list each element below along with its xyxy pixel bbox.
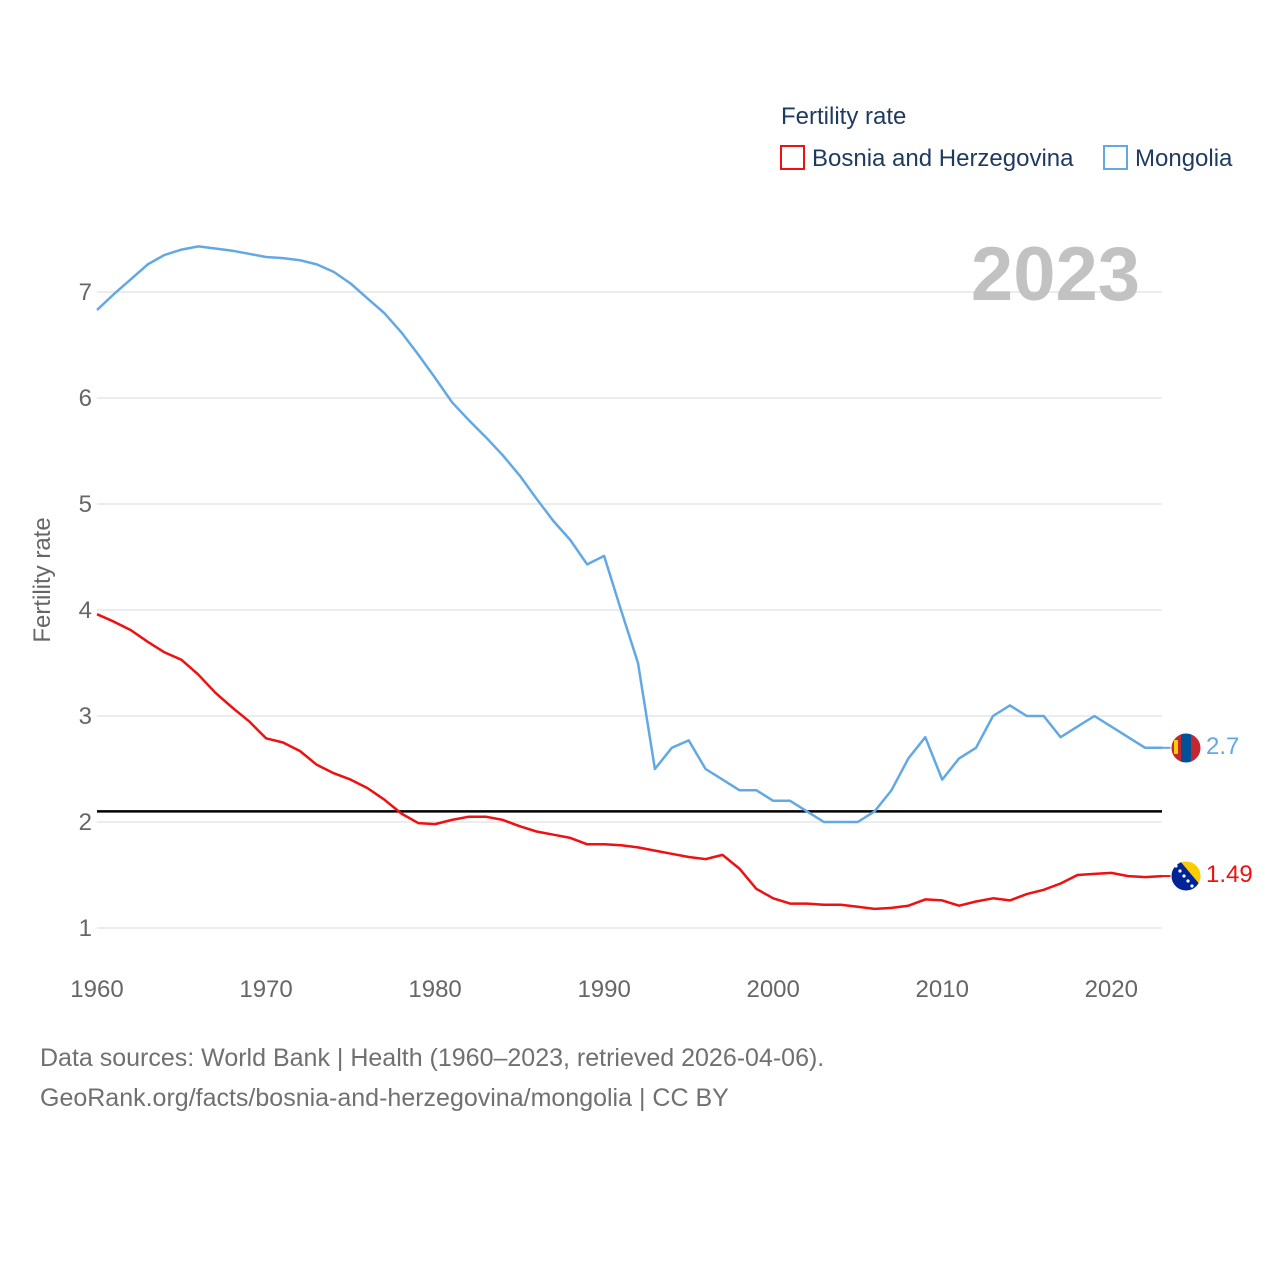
series-line-mongolia — [96, 245, 1162, 824]
x-tick-label: 2000 — [746, 976, 799, 1003]
y-tick-label: 1 — [79, 915, 92, 942]
x-tick-label: 1990 — [577, 976, 630, 1003]
y-tick-label: 2 — [79, 809, 92, 836]
x-tick-label: 2020 — [1085, 976, 1138, 1003]
legend-swatch-mongolia — [1103, 145, 1128, 170]
y-tick-label: 6 — [79, 385, 92, 412]
legend-item-mongolia[interactable]: Mongolia — [1103, 145, 1233, 172]
legend-label-mongolia: Mongolia — [1135, 145, 1233, 172]
x-tick-label: 1960 — [70, 976, 123, 1003]
y-tick-label: 3 — [79, 703, 92, 730]
legend: Fertility rate Bosnia and Herzegovina Mo… — [780, 103, 1233, 172]
grid-lines — [97, 291, 1162, 929]
source-link[interactable]: GeoRank.org/facts/bosnia-and-herzegovina… — [40, 1084, 729, 1112]
x-tick-label: 2010 — [916, 976, 969, 1003]
y-axis-ticks: 1 2 3 4 5 6 7 — [79, 279, 92, 942]
y-axis-title: Fertility rate — [29, 517, 56, 642]
y-tick-label: 5 — [79, 491, 92, 518]
legend-item-bosnia-and-herzegovina[interactable]: Bosnia and Herzegovina — [780, 145, 1074, 172]
bosnia-flag-icon — [1162, 860, 1202, 892]
x-tick-label: 1980 — [408, 976, 461, 1003]
bosnia-end-value: 1.49 — [1206, 861, 1253, 888]
series-line-bosnia-and-herzegovina — [96, 613, 1163, 911]
source-line: Data sources: World Bank | Health (1960–… — [40, 1044, 825, 1072]
legend-swatch-bosnia — [780, 145, 805, 170]
y-tick-label: 7 — [79, 279, 92, 306]
mongolia-flag-icon — [1162, 732, 1202, 764]
y-tick-label: 4 — [79, 597, 92, 624]
current-year-label: 2023 — [971, 232, 1140, 317]
mongolia-end-value: 2.7 — [1206, 733, 1239, 760]
legend-label-bosnia: Bosnia and Herzegovina — [812, 145, 1074, 172]
x-tick-label: 1970 — [239, 976, 292, 1003]
x-axis-ticks: 1960 1970 1980 1990 2000 2010 2020 — [70, 976, 1138, 1003]
legend-title: Fertility rate — [781, 103, 906, 130]
